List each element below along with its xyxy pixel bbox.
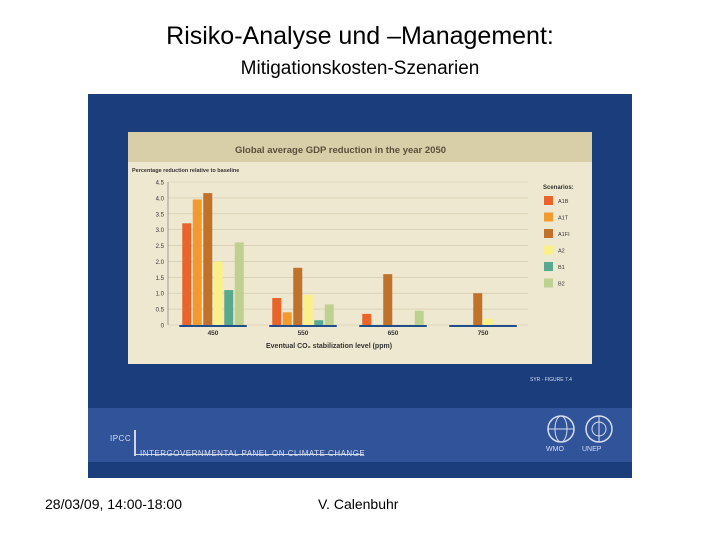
- x-tick-label: 750: [478, 330, 489, 337]
- legend-swatch: [544, 196, 553, 205]
- bar: [314, 320, 324, 325]
- wmo-logo-icon: [547, 415, 575, 443]
- bar: [303, 294, 313, 325]
- y-tick-label: 2.5: [156, 244, 165, 250]
- footer-author: V. Calenbuhr: [318, 496, 399, 512]
- legend-label: B1: [558, 265, 565, 271]
- bar: [362, 313, 372, 325]
- bar: [182, 223, 192, 325]
- ipcc-short-name: IPCC: [110, 434, 132, 443]
- y-tick-label: 4.0: [156, 196, 165, 202]
- y-tick-label: 0.5: [156, 308, 165, 314]
- y-tick-label: 4.5: [156, 181, 165, 187]
- bar: [192, 199, 202, 325]
- y-tick-label: 0: [161, 324, 165, 330]
- bar: [234, 242, 244, 325]
- x-tick-label: 550: [298, 330, 309, 337]
- gdp-reduction-chart: Global average GDP reduction in the year…: [128, 132, 592, 364]
- wmo-label: WMO: [546, 446, 564, 453]
- chart-title-band: [128, 132, 592, 162]
- x-tick-label: 650: [388, 330, 399, 337]
- legend-label: A1FI: [558, 232, 570, 238]
- bar: [203, 193, 213, 325]
- slide-subtitle: Mitigationskosten-Szenarien: [240, 58, 480, 79]
- ipcc-divider: [134, 430, 136, 456]
- slide-title: Risiko-Analyse und –Management:: [166, 22, 554, 50]
- legend-swatch: [544, 245, 553, 255]
- bar: [414, 310, 424, 325]
- bar: [282, 312, 292, 325]
- legend-swatch: [544, 278, 553, 288]
- y-tick-label: 1.5: [156, 276, 165, 282]
- y-tick-label: 3.0: [156, 228, 165, 234]
- legend-swatch: [544, 212, 553, 222]
- legend-title: Scenarios:: [543, 185, 574, 191]
- legend-swatch: [544, 262, 553, 271]
- bar: [272, 297, 282, 325]
- unep-logo-icon: [585, 415, 613, 443]
- ipcc-figure-panel: Global average GDP reduction in the year…: [88, 94, 632, 478]
- bar: [224, 290, 234, 325]
- bar: [483, 318, 493, 325]
- ipcc-full-name: INTERGOVERNMENTAL PANEL ON CLIMATE CHANG…: [140, 449, 366, 458]
- legend-label: A1B: [558, 199, 569, 205]
- legend-swatch: [544, 229, 553, 238]
- footer-date: 28/03/09, 14:00-18:00: [45, 496, 183, 512]
- bar: [293, 267, 303, 325]
- x-axis-label: Eventual CO₂ stabilization level (ppm): [266, 343, 392, 350]
- legend-label: B2: [558, 282, 565, 288]
- bar: [213, 261, 223, 325]
- y-axis-label: Percentage reduction relative to baselin…: [132, 168, 239, 174]
- bar: [383, 274, 393, 325]
- y-tick-label: 3.5: [156, 212, 165, 218]
- bar: [324, 304, 334, 325]
- y-tick-label: 2.0: [156, 260, 165, 266]
- x-tick-label: 450: [208, 330, 219, 337]
- legend-label: A2: [558, 249, 565, 255]
- ipcc-underline: [134, 454, 364, 455]
- unep-label: UNEP: [582, 446, 602, 453]
- figure-reference: SYR - FIGURE 7.4: [530, 377, 572, 383]
- legend-label: A1T: [558, 216, 569, 222]
- ipcc-footer-band: [88, 408, 632, 462]
- bar: [473, 293, 483, 325]
- y-tick-label: 1.0: [156, 292, 165, 298]
- chart-title: Global average GDP reduction in the year…: [235, 145, 446, 156]
